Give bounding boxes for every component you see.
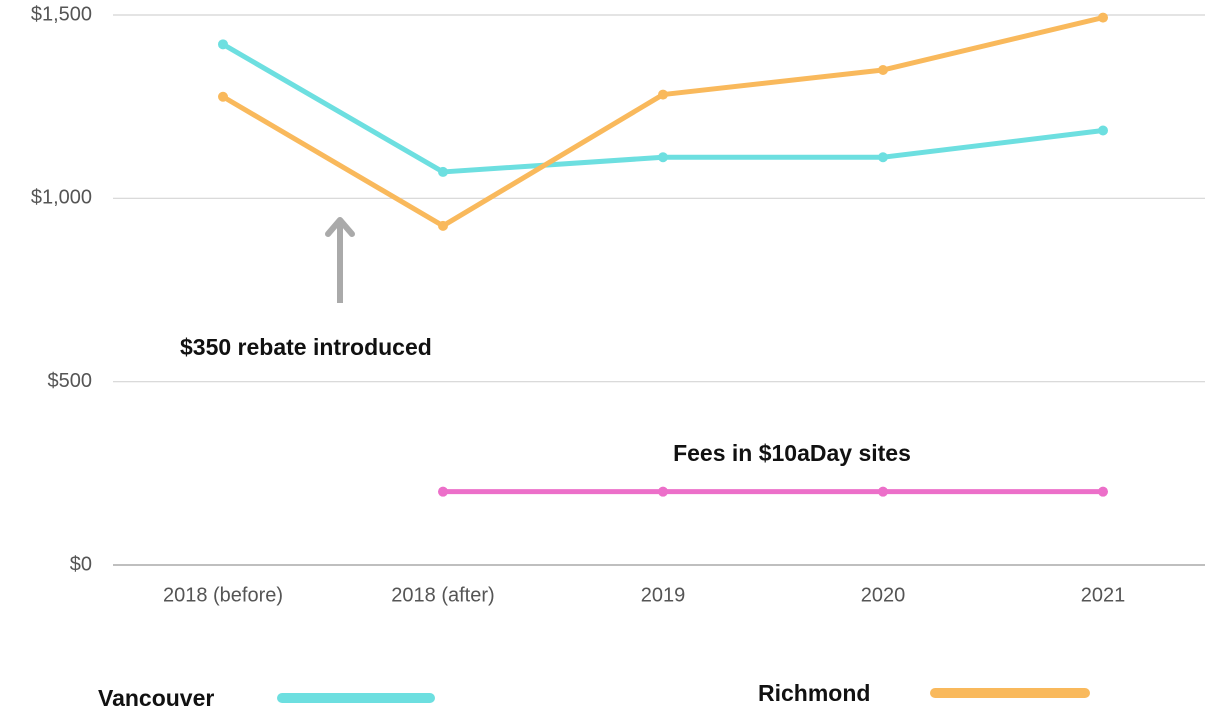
- data-point: [218, 39, 228, 50]
- data-point: [658, 89, 668, 100]
- data-point: [438, 486, 448, 497]
- data-point: [1098, 12, 1108, 23]
- x-tick-label: 2021: [1081, 584, 1126, 606]
- data-point: [1098, 125, 1108, 136]
- data-point: [438, 220, 448, 231]
- legend-label: Richmond: [758, 680, 870, 706]
- data-point: [218, 91, 228, 102]
- data-point: [878, 65, 888, 75]
- data-point: [438, 166, 448, 177]
- y-tick-label: $500: [48, 370, 93, 392]
- annotation: $350 rebate introduced: [180, 334, 432, 360]
- data-point: [878, 152, 888, 163]
- y-tick-label: $1,000: [31, 187, 92, 209]
- x-tick-label: 2018 (after): [391, 584, 494, 606]
- series-label: Fees in $10aDay sites: [673, 440, 911, 466]
- data-point: [878, 486, 888, 497]
- annotation-arrow: [325, 217, 355, 303]
- data-point: [1098, 486, 1108, 497]
- x-tick-label: 2018 (before): [163, 584, 283, 606]
- legend-label: Vancouver: [98, 685, 214, 711]
- y-tick-label: $0: [70, 553, 92, 575]
- data-point: [658, 152, 668, 163]
- x-tick-label: 2020: [861, 584, 906, 606]
- data-point: [658, 486, 668, 497]
- y-tick-label: $1,500: [31, 3, 92, 25]
- x-tick-label: 2019: [641, 584, 686, 606]
